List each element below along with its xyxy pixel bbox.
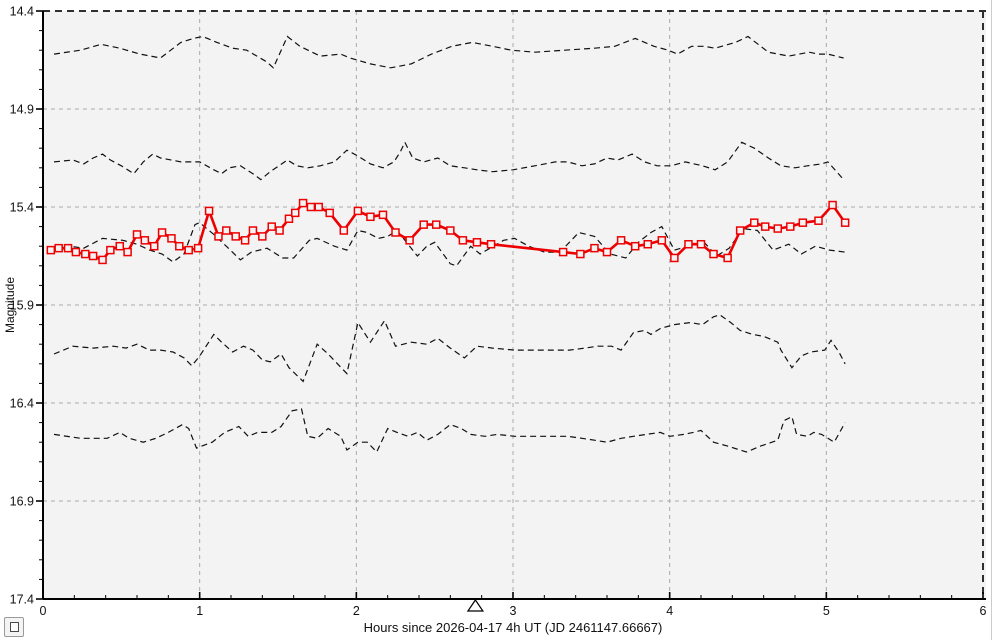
target-marker (71, 247, 81, 257)
target-marker (486, 239, 496, 249)
target-marker (786, 222, 795, 231)
target-marker (231, 232, 240, 241)
target-marker (760, 222, 770, 231)
target-marker (284, 214, 294, 224)
target-marker (798, 218, 808, 227)
target-marker (167, 234, 176, 243)
meridian-flip-triangle-icon (466, 598, 485, 612)
target-marker (590, 243, 599, 253)
target-marker (267, 222, 276, 231)
target-marker (54, 243, 63, 253)
target-marker (275, 226, 284, 235)
target-marker (306, 202, 316, 212)
target-marker (106, 245, 115, 255)
target-marker (88, 251, 98, 261)
target-marker (325, 208, 334, 218)
target-marker (314, 202, 323, 212)
target-marker (558, 247, 568, 257)
comparison-star-4-line (53, 314, 846, 383)
target-marker (222, 226, 231, 235)
target-marker (723, 253, 732, 263)
target-marker (735, 226, 745, 235)
target-marker (115, 241, 125, 251)
target-marker (290, 208, 300, 218)
target-marker (81, 249, 90, 259)
target-marker (696, 239, 706, 249)
y-tick-label: 16.4 (10, 397, 34, 411)
target-marker (149, 241, 159, 251)
window-right-edge (991, 0, 992, 640)
x-axis-label: Hours since 2026-04-17 4h UT (JD 2461147… (363, 620, 663, 635)
target-marker (616, 236, 626, 245)
target-marker (840, 218, 850, 227)
target-marker (670, 253, 679, 263)
target-marker (339, 226, 349, 235)
target-marker (366, 212, 375, 222)
x-tick-label: 0 (40, 604, 47, 618)
target-marker (419, 220, 428, 229)
target-marker (773, 224, 783, 233)
target-marker (431, 220, 441, 229)
target-marker (184, 245, 193, 255)
target-marker (140, 236, 150, 245)
target-marker (630, 241, 640, 251)
comparison-star-2-line (53, 140, 845, 181)
target-marker (602, 247, 612, 257)
target-marker (298, 198, 308, 208)
target-marker (446, 226, 455, 235)
target-marker (240, 236, 250, 245)
y-tick-label: 15.4 (10, 201, 34, 215)
target-marker (814, 216, 823, 225)
y-axis-label-wrap: Magnitude (0, 11, 20, 599)
target-marker (175, 241, 184, 251)
target-marker (405, 236, 414, 245)
target-marker (353, 206, 363, 216)
target-marker (458, 236, 468, 245)
x-tick-label: 4 (666, 604, 673, 618)
target-marker (157, 228, 167, 237)
x-tick-label: 1 (196, 604, 203, 618)
target-marker (214, 232, 223, 241)
small-square-icon (9, 622, 19, 632)
target-marker (684, 239, 693, 249)
target-marker (46, 245, 56, 255)
target-marker (657, 236, 667, 245)
comparison-star-5-line (53, 408, 846, 454)
x-tick-label: 6 (980, 604, 987, 618)
target-marker (63, 243, 73, 253)
target-marker (258, 232, 267, 241)
x-tick-label: 2 (353, 604, 360, 618)
target-marker (132, 230, 142, 239)
y-tick-label: 14.9 (10, 103, 34, 117)
plot-corner-button[interactable] (4, 617, 24, 637)
target-marker (248, 226, 258, 235)
target-marker (472, 238, 482, 247)
x-tick-label: 3 (510, 604, 517, 618)
y-tick-label: 14.4 (10, 5, 34, 19)
target-marker (643, 239, 652, 249)
target-marker (750, 218, 759, 227)
x-tick-label: 5 (823, 604, 830, 618)
target-marker (98, 255, 107, 265)
target-marker (378, 210, 388, 220)
target-marker (709, 249, 718, 259)
target-marker (828, 200, 837, 210)
target-marker (123, 247, 132, 257)
target-marker (391, 228, 400, 237)
y-tick-label: 16.9 (10, 495, 34, 509)
y-tick-label: 17.4 (10, 593, 34, 607)
y-tick-label: 15.9 (10, 299, 34, 313)
target-marker (576, 249, 585, 259)
comparison-star-1-line (53, 35, 844, 69)
target-marker (193, 243, 203, 253)
y-axis-label: Magnitude (3, 276, 17, 334)
target-marker (204, 206, 214, 216)
